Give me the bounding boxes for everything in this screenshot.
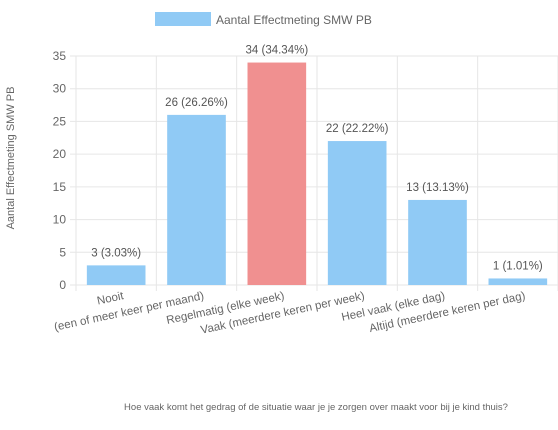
x-axis-ticks: Nooit(een of meer keer per maand)Regelma…	[53, 290, 526, 337]
bar	[247, 62, 307, 285]
y-tick-label: 15	[53, 180, 67, 194]
data-labels: 3 (3.03%) 26 (26.26%) 34 (34.34%) 22 (22.22…	[91, 45, 543, 273]
y-axis-title: Aantal Effectmeting SMW PB	[5, 87, 17, 230]
bar	[408, 199, 467, 285]
bars	[86, 62, 548, 285]
gridlines	[70, 55, 558, 291]
y-axis-ticks: 0 5 10 15 20 25 30 35	[53, 49, 67, 292]
y-tick-label: 35	[53, 49, 67, 63]
data-label: 3 (3.03%)	[91, 247, 141, 259]
bar	[488, 278, 548, 285]
legend-swatch	[155, 12, 211, 26]
data-label: 26 (26.26%)	[165, 97, 228, 109]
y-tick-label: 0	[59, 278, 66, 292]
y-tick-label: 20	[53, 147, 67, 161]
y-tick-label: 30	[53, 82, 67, 96]
data-label: 22 (22.22%)	[326, 123, 389, 135]
data-label: 13 (13.13%)	[406, 182, 469, 194]
bar	[327, 141, 387, 285]
y-tick-label: 10	[53, 213, 67, 227]
y-tick-label: 25	[53, 114, 67, 128]
legend[interactable]: Aantal Effectmeting SMW PB	[155, 12, 372, 27]
x-axis-title: Hoe vaak komt het gedrag of de situatie …	[124, 402, 508, 413]
y-tick-label: 5	[59, 245, 66, 259]
bar	[86, 265, 146, 285]
data-label: 34 (34.34%)	[246, 45, 309, 57]
x-tick-label: Nooit	[96, 290, 126, 307]
legend-label: Aantal Effectmeting SMW PB	[216, 13, 372, 27]
bar	[167, 114, 226, 285]
data-label: 1 (1.01%)	[493, 260, 543, 272]
